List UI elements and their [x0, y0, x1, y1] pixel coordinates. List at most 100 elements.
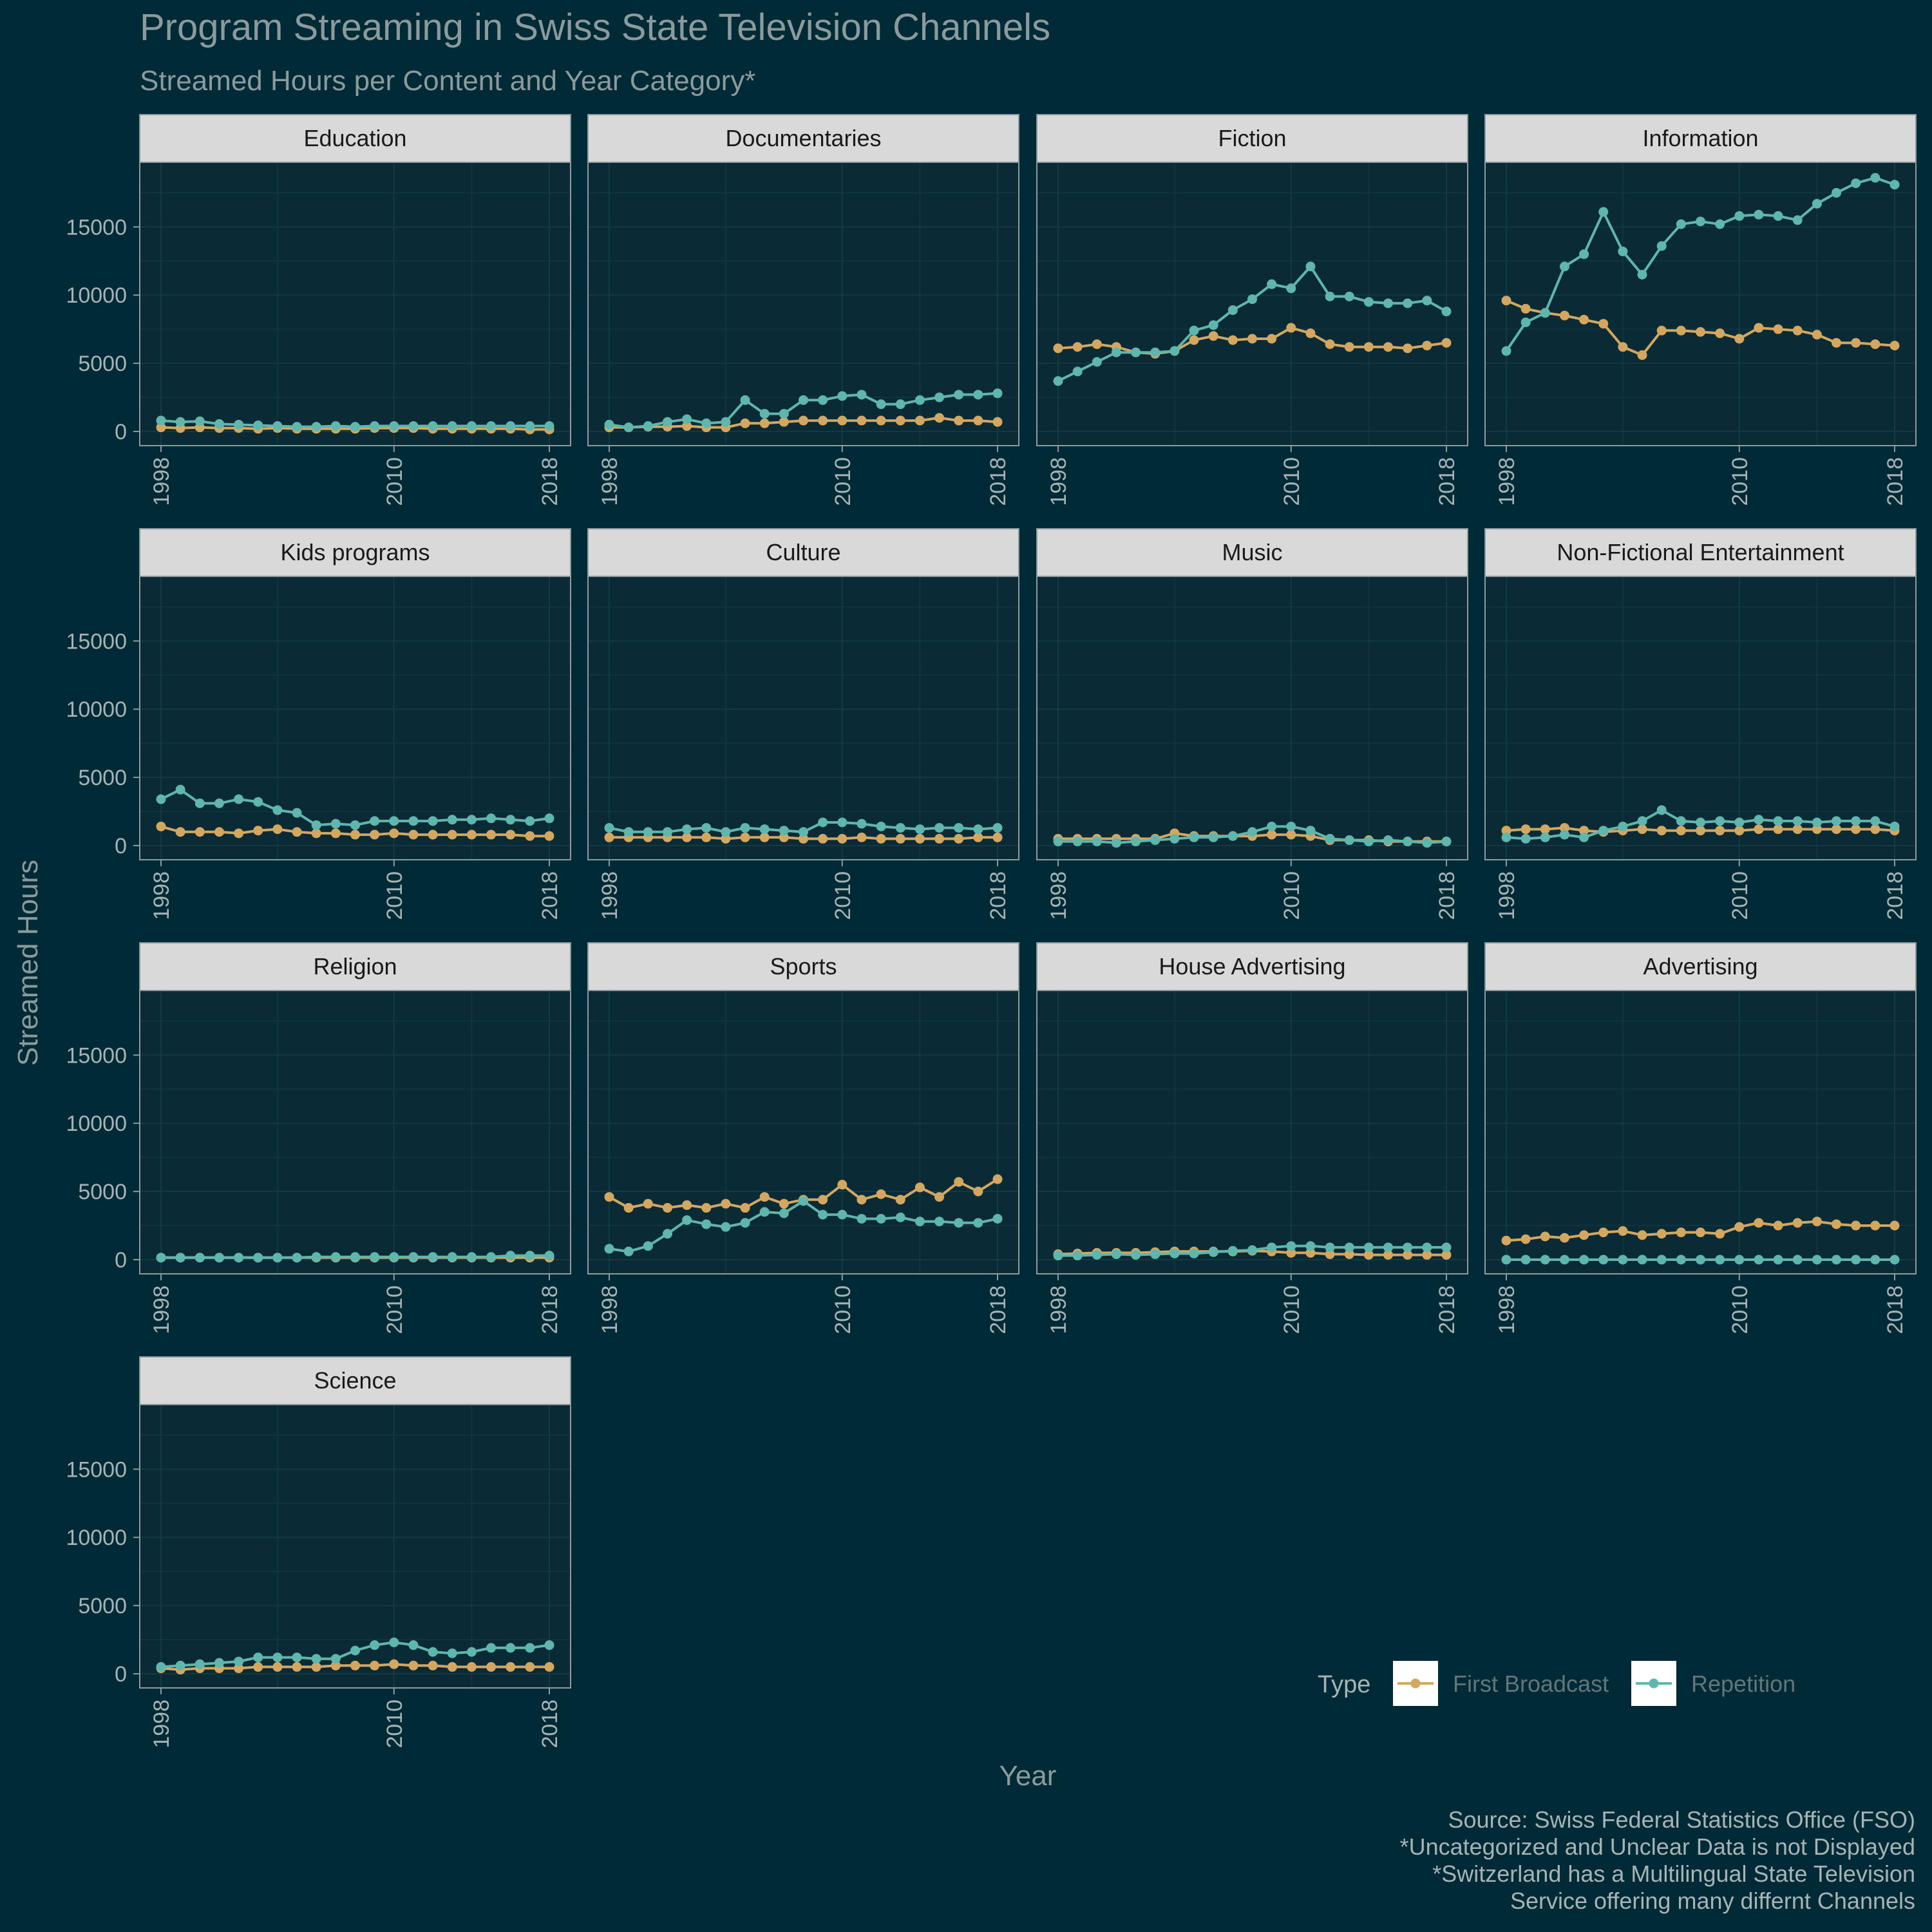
data-point [1383, 1242, 1394, 1253]
data-point [1267, 829, 1277, 840]
caption-line: Source: Swiss Federal Statistics Office … [1448, 1806, 1915, 1833]
data-point [370, 421, 380, 431]
data-point [954, 415, 964, 426]
data-point [895, 1195, 905, 1205]
x-tick-label: 2010 [383, 1285, 407, 1334]
data-point [311, 1654, 321, 1664]
data-point [954, 390, 964, 400]
data-point [1832, 1255, 1842, 1265]
data-point [837, 1209, 848, 1220]
x-tick-label: 1998 [1046, 457, 1071, 506]
data-point [1832, 187, 1842, 198]
x-tick-label: 1998 [1046, 1285, 1071, 1334]
data-point [1441, 307, 1452, 317]
data-point [1792, 325, 1803, 336]
data-point [1131, 347, 1141, 357]
data-point [1559, 829, 1569, 840]
x-tick-label: 2010 [1280, 457, 1304, 506]
data-point [156, 415, 166, 426]
facet-strip [1484, 528, 1917, 577]
y-tick-label: 10000 [66, 283, 127, 308]
data-point [1111, 347, 1121, 357]
data-point [175, 1253, 185, 1263]
data-point [311, 1252, 321, 1262]
data-point [759, 824, 770, 835]
data-point [1501, 832, 1511, 842]
data-point [1656, 805, 1667, 815]
data-point [973, 1218, 983, 1228]
data-point [330, 1660, 341, 1671]
data-point [1286, 829, 1296, 840]
facet-panel: Culture 1998 2010 2018 [587, 528, 1019, 920]
data-point [214, 419, 224, 429]
x-axis-label: Year [999, 1760, 1057, 1792]
data-point [1579, 249, 1589, 260]
data-point [447, 1648, 457, 1658]
chart-title: Program Streaming in Swiss State Televis… [140, 6, 1050, 48]
facet-plot-area [140, 576, 571, 860]
data-point [253, 826, 263, 836]
facet-title: Music [1222, 539, 1282, 565]
facet-panel: Advertising 1998 2010 2018 [1484, 942, 1917, 1334]
x-tick-label: 2010 [1728, 457, 1752, 506]
facet-strip [139, 114, 571, 163]
data-point [1111, 838, 1121, 848]
data-point [1559, 1233, 1569, 1243]
data-point [799, 1196, 808, 1206]
data-point [1540, 1255, 1550, 1265]
data-point [311, 820, 321, 830]
facet-border [139, 990, 571, 1274]
data-point [156, 821, 166, 831]
data-point [1676, 816, 1686, 826]
data-point [1812, 1217, 1822, 1227]
x-tick-label: 2018 [1883, 1285, 1908, 1334]
data-point [1734, 211, 1745, 221]
data-point [1734, 1222, 1745, 1232]
data-point [156, 794, 166, 804]
x-tick-label: 2018 [986, 457, 1010, 506]
data-point [447, 815, 457, 825]
data-point [1734, 1255, 1745, 1265]
data-point [682, 421, 692, 431]
data-point [1773, 824, 1783, 835]
y-tick-label: 15000 [66, 215, 127, 240]
data-point [857, 390, 867, 400]
data-point [701, 1219, 712, 1229]
data-point [1520, 317, 1531, 328]
facet-border [587, 162, 1019, 446]
data-point [934, 392, 945, 402]
data-point [1150, 1249, 1160, 1260]
data-point [408, 421, 419, 431]
data-point [1851, 816, 1861, 826]
data-point [818, 415, 828, 426]
data-point [1870, 339, 1880, 349]
data-point [799, 415, 808, 426]
data-point [934, 413, 945, 423]
data-point [194, 1253, 205, 1263]
data-point [234, 419, 244, 430]
data-point [1889, 1255, 1900, 1265]
data-point [1754, 1255, 1764, 1265]
data-point [662, 1203, 672, 1213]
legend-label: Repetition [1691, 1671, 1795, 1697]
facet-panel: Science 0 5000 10000 15000 1998 2010 2018 [66, 1356, 571, 1748]
data-point [1715, 816, 1725, 826]
x-tick-label: 2010 [1280, 1285, 1304, 1334]
y-tick-label: 5000 [78, 766, 127, 790]
data-point [447, 829, 457, 840]
data-point [1715, 1229, 1725, 1239]
data-point [1189, 325, 1199, 336]
data-point [740, 1218, 750, 1228]
x-tick-label: 2018 [538, 1700, 562, 1748]
x-tick-label: 1998 [598, 871, 622, 920]
data-point [604, 1244, 614, 1254]
data-point [1792, 816, 1803, 826]
data-point [1559, 310, 1569, 321]
data-point [1422, 296, 1432, 306]
data-point [466, 1647, 477, 1657]
data-point [1053, 343, 1063, 354]
data-point [1792, 824, 1803, 835]
legend: Type First Broadcast Repetition [1318, 1661, 1795, 1706]
